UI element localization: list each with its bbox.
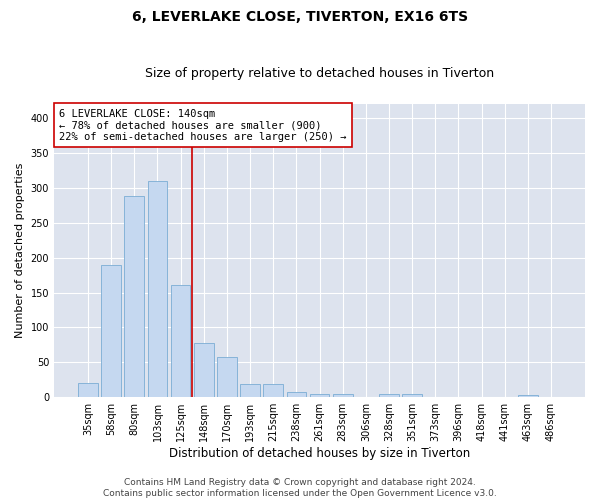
Bar: [518, 395, 538, 397]
Bar: [379, 394, 399, 397]
Text: 6, LEVERLAKE CLOSE, TIVERTON, EX16 6TS: 6, LEVERLAKE CLOSE, TIVERTON, EX16 6TS: [132, 10, 468, 24]
Title: Size of property relative to detached houses in Tiverton: Size of property relative to detached ho…: [145, 66, 494, 80]
Bar: [310, 394, 329, 397]
Bar: [333, 394, 353, 397]
Bar: [217, 358, 237, 397]
Bar: [240, 384, 260, 397]
Y-axis label: Number of detached properties: Number of detached properties: [15, 163, 25, 338]
X-axis label: Distribution of detached houses by size in Tiverton: Distribution of detached houses by size …: [169, 447, 470, 460]
Bar: [263, 384, 283, 397]
Bar: [124, 196, 144, 397]
Bar: [402, 394, 422, 397]
Text: 6 LEVERLAKE CLOSE: 140sqm
← 78% of detached houses are smaller (900)
22% of semi: 6 LEVERLAKE CLOSE: 140sqm ← 78% of detac…: [59, 108, 347, 142]
Bar: [194, 343, 214, 397]
Bar: [148, 181, 167, 397]
Bar: [287, 392, 306, 397]
Bar: [78, 384, 98, 397]
Text: Contains HM Land Registry data © Crown copyright and database right 2024.
Contai: Contains HM Land Registry data © Crown c…: [103, 478, 497, 498]
Bar: [171, 285, 190, 397]
Bar: [101, 264, 121, 397]
